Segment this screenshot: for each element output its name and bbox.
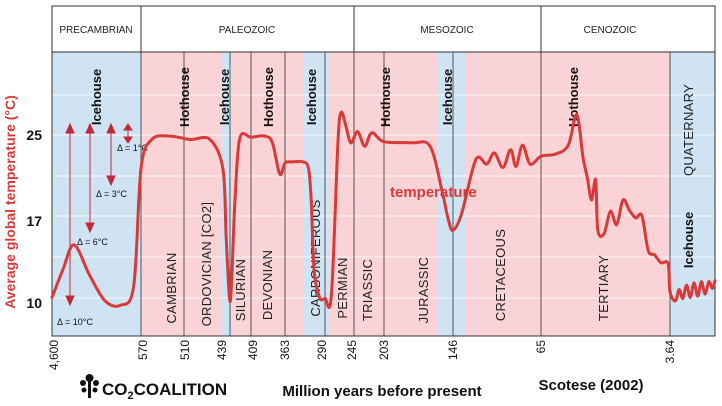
climate-label: Icehouse (681, 212, 696, 268)
period-label: DEVONIAN (260, 250, 275, 320)
period-label: JURASSIC (416, 257, 431, 324)
era-label: PALEOZOIC (219, 25, 276, 36)
co2-coalition-logo: CO2COALITION (80, 374, 227, 402)
period-label: ORDOVICIAN [CO2] (199, 202, 214, 327)
temperature-series-line (50, 110, 717, 310)
y-tick-label: 10 (26, 295, 42, 311)
climate-label: Icehouse (304, 69, 319, 125)
y-tick-label: 17 (26, 213, 42, 229)
x-tick-label: 290 (315, 340, 329, 360)
x-tick-label: 65 (534, 340, 548, 354)
climate-label: Hothouse (378, 67, 393, 127)
climate-label: Icehouse (440, 69, 455, 125)
climate-label: Icehouse (89, 69, 104, 125)
climate-labels: Icehouse Hothouse Icehouse Hothouse Iceh… (89, 67, 696, 268)
x-tick-label: 510 (178, 340, 192, 360)
x-tick-label: 409 (246, 340, 260, 360)
x-tick-label: 439 (215, 340, 229, 360)
gridlines (52, 94, 715, 299)
series-label: temperature (390, 184, 477, 201)
delta-labels: Δ = 1°C Δ = 3°C Δ = 6°C Δ = 10°C (57, 143, 148, 327)
band-hothouse-cretaceous-tertiary (465, 52, 670, 336)
x-tick-label: 146 (446, 340, 460, 360)
y-tick-label: 25 (26, 127, 42, 143)
period-label: PERMIAN (335, 257, 350, 318)
x-tick-label: 4,600 (47, 340, 61, 370)
climate-label: Hothouse (177, 67, 192, 127)
source-credit: Scotese (2002) (538, 377, 643, 394)
period-label: CAMBRIAN (164, 252, 179, 323)
climate-label: Icehouse (217, 69, 232, 125)
x-tick-label: 245 (345, 340, 359, 360)
period-label: SILURIAN (233, 259, 248, 321)
era-label: PRECAMBRIAN (59, 25, 132, 36)
tree-icon (80, 374, 99, 398)
logo-text: CO2COALITION (102, 380, 227, 402)
x-tick-label: 3.64 (663, 340, 677, 364)
period-label: CRETACEOUS (493, 229, 508, 321)
delta-label: Δ = 6°C (77, 237, 108, 247)
era-label: MESOZOIC (420, 25, 473, 36)
y-axis: 10 17 25 (26, 127, 42, 311)
delta-label: Δ = 10°C (57, 317, 93, 327)
x-tick-label: 570 (136, 340, 150, 360)
climate-label: Hothouse (261, 67, 276, 127)
delta-annotations (65, 122, 133, 307)
plot-frame (51, 51, 716, 337)
period-label: QUATERNARY (681, 84, 696, 176)
x-tick-label: 203 (377, 340, 391, 360)
period-label: TRIASSIC (360, 259, 375, 321)
period-label: TERTIARY (596, 255, 611, 321)
delta-label: Δ = 3°C (96, 189, 127, 199)
band-hothouse-devonian (231, 52, 303, 336)
band-hothouse-early-paleozoic (141, 52, 221, 336)
era-label: CENOZOIC (584, 25, 637, 36)
x-axis: 4,600 570 510 439 409 363 290 245 203 14… (47, 340, 677, 370)
band-hothouse-mesozoic (329, 52, 438, 336)
delta-label: Δ = 1°C (117, 143, 148, 153)
x-tick-label: 363 (278, 340, 292, 360)
climate-label: Hothouse (566, 67, 581, 127)
x-axis-label: Million years before present (282, 383, 481, 400)
y-axis-label: Average global temperature (°C) (2, 95, 18, 309)
era-header: PRECAMBRIAN PALEOZOIC MESOZOIC CENOZOIC (51, 5, 716, 53)
